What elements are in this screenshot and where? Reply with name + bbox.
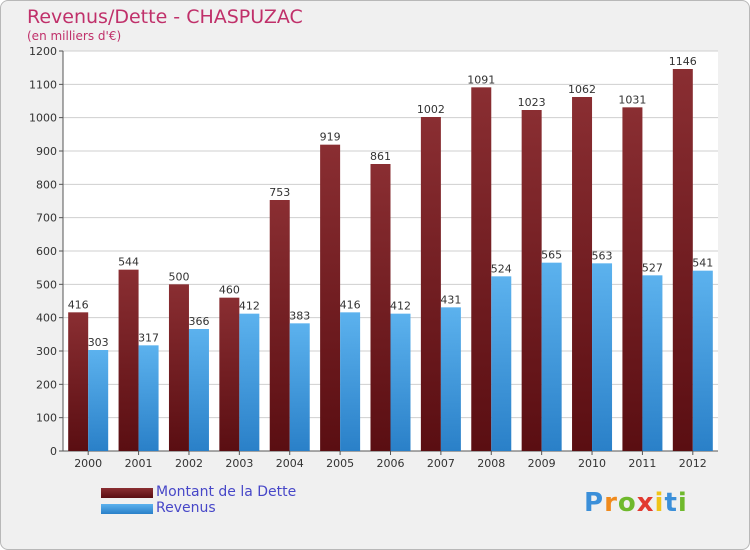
data-label-revenue: 431 bbox=[440, 293, 461, 306]
data-label-revenue: 527 bbox=[642, 261, 663, 274]
data-label-revenue: 563 bbox=[592, 249, 613, 262]
bar-debt bbox=[521, 110, 542, 451]
y-tick-label: 1100 bbox=[29, 78, 57, 91]
y-tick-label: 1000 bbox=[29, 112, 57, 125]
x-tick-label: 2010 bbox=[578, 457, 606, 470]
bar-revenue bbox=[138, 345, 159, 451]
logo-letter: o bbox=[617, 488, 637, 518]
bar-revenue bbox=[541, 262, 562, 451]
chart-title: Revenus/Dette - CHASPUZAC bbox=[27, 6, 303, 28]
data-label-revenue: 303 bbox=[88, 336, 109, 349]
y-tick-label: 700 bbox=[36, 212, 57, 225]
data-label-debt: 460 bbox=[219, 284, 240, 297]
data-label-debt: 919 bbox=[320, 131, 341, 144]
y-tick-label: 200 bbox=[36, 378, 57, 391]
bar-revenue bbox=[289, 323, 310, 451]
data-label-debt: 1023 bbox=[518, 96, 546, 109]
bar-debt bbox=[622, 107, 643, 451]
logo-letter: r bbox=[604, 488, 618, 518]
x-tick-label: 2011 bbox=[628, 457, 656, 470]
data-label-debt: 753 bbox=[269, 186, 290, 199]
bar-revenue bbox=[491, 276, 512, 451]
bar-revenue bbox=[592, 263, 613, 451]
y-tick-label: 400 bbox=[36, 312, 57, 325]
proxiti-logo: Proxiti bbox=[584, 488, 688, 518]
y-tick-label: 500 bbox=[36, 278, 57, 291]
bar-debt bbox=[420, 117, 441, 451]
data-label-revenue: 317 bbox=[138, 331, 159, 344]
logo-letter: P bbox=[584, 488, 605, 518]
x-tick-label: 2004 bbox=[276, 457, 304, 470]
bar-revenue bbox=[642, 275, 663, 451]
bar-revenue bbox=[440, 307, 461, 451]
bar-debt bbox=[370, 164, 391, 451]
data-label-debt: 500 bbox=[168, 270, 189, 283]
data-label-debt: 1002 bbox=[417, 103, 445, 116]
data-label-revenue: 412 bbox=[390, 300, 411, 313]
legend-swatch-debt bbox=[101, 488, 153, 498]
x-tick-label: 2001 bbox=[125, 457, 153, 470]
data-label-debt: 1146 bbox=[669, 55, 697, 68]
data-label-revenue: 383 bbox=[289, 309, 310, 322]
logo-letter: t bbox=[664, 488, 678, 518]
bar-debt bbox=[672, 69, 693, 451]
legend-label-revenue: Revenus bbox=[156, 500, 216, 516]
y-tick-label: 1200 bbox=[29, 45, 57, 58]
data-label-revenue: 366 bbox=[188, 315, 209, 328]
legend-label-debt: Montant de la Dette bbox=[156, 484, 297, 500]
bar-debt bbox=[219, 297, 240, 451]
bar-revenue bbox=[692, 270, 713, 451]
data-label-revenue: 524 bbox=[491, 262, 512, 275]
y-tick-label: 0 bbox=[50, 445, 57, 458]
y-tick-label: 900 bbox=[36, 145, 57, 158]
bar-revenue bbox=[239, 313, 260, 451]
y-tick-label: 100 bbox=[36, 412, 57, 425]
bar-revenue bbox=[88, 350, 109, 451]
data-label-revenue: 416 bbox=[340, 298, 361, 311]
chart-subtitle: (en milliers d'€) bbox=[27, 29, 122, 43]
data-label-debt: 544 bbox=[118, 256, 139, 269]
bar-debt bbox=[320, 144, 341, 451]
data-label-revenue: 412 bbox=[239, 300, 260, 313]
bar-debt bbox=[68, 312, 89, 451]
y-tick-label: 800 bbox=[36, 178, 57, 191]
x-tick-label: 2006 bbox=[377, 457, 405, 470]
data-label-debt: 861 bbox=[370, 150, 391, 163]
logo-letter: i bbox=[677, 488, 688, 518]
x-tick-label: 2003 bbox=[225, 457, 253, 470]
x-tick-label: 2009 bbox=[528, 457, 556, 470]
x-tick-label: 2012 bbox=[679, 457, 707, 470]
logo-letter: i bbox=[654, 488, 665, 518]
logo-letter: x bbox=[636, 488, 655, 518]
bar-debt bbox=[572, 97, 593, 451]
bar-revenue bbox=[188, 329, 209, 451]
bar-debt bbox=[168, 284, 189, 451]
bar-revenue bbox=[390, 313, 411, 451]
y-tick-label: 600 bbox=[36, 245, 57, 258]
data-label-debt: 1062 bbox=[568, 83, 596, 96]
x-tick-label: 2000 bbox=[74, 457, 102, 470]
bar-debt bbox=[118, 269, 139, 451]
bar-debt bbox=[269, 200, 290, 451]
bar-revenue bbox=[340, 312, 361, 451]
x-tick-label: 2002 bbox=[175, 457, 203, 470]
data-label-debt: 1031 bbox=[618, 93, 646, 106]
y-tick-label: 300 bbox=[36, 345, 57, 358]
bar-debt bbox=[471, 87, 492, 451]
legend-swatch-revenue bbox=[101, 504, 153, 514]
data-label-revenue: 565 bbox=[541, 249, 562, 262]
x-tick-label: 2007 bbox=[427, 457, 455, 470]
data-label-debt: 1091 bbox=[467, 73, 495, 86]
data-label-revenue: 541 bbox=[692, 257, 713, 270]
x-tick-label: 2008 bbox=[477, 457, 505, 470]
x-tick-label: 2005 bbox=[326, 457, 354, 470]
data-label-debt: 416 bbox=[68, 298, 89, 311]
